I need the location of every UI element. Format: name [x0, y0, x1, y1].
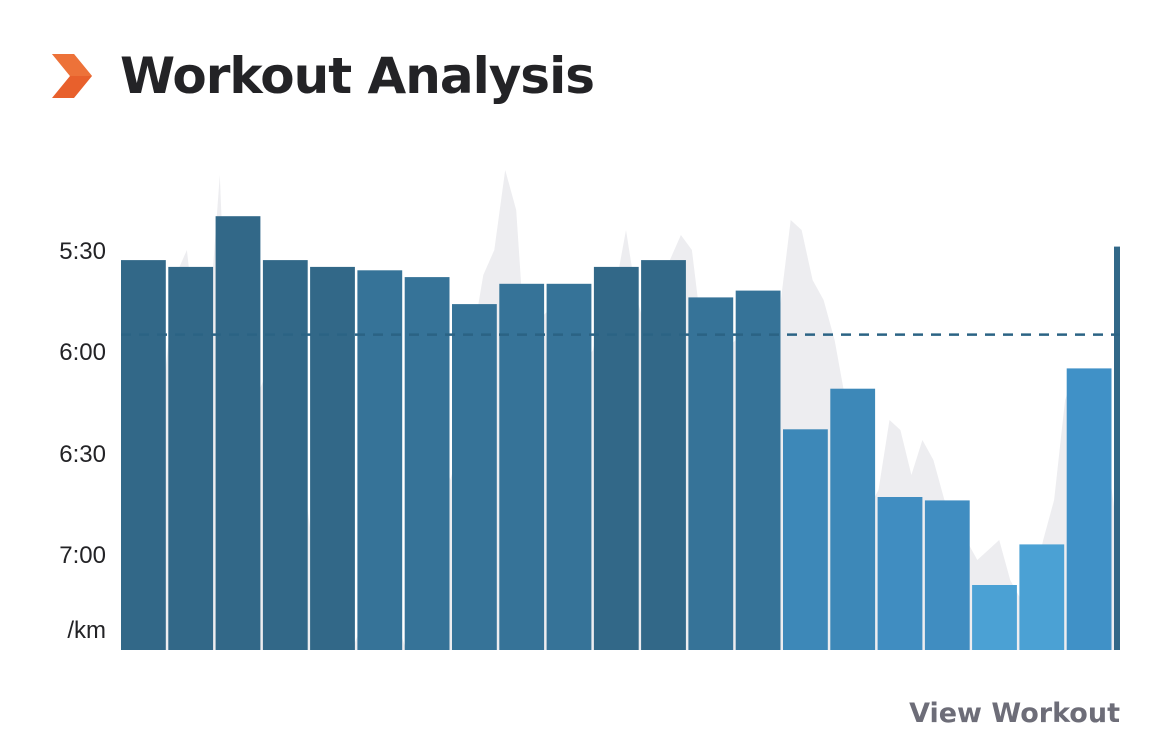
- pace-bar: [972, 585, 1017, 650]
- pace-bar: [735, 290, 781, 650]
- y-tick-label: /km: [67, 617, 106, 644]
- header: Workout Analysis: [52, 40, 595, 112]
- pace-bar: [121, 260, 166, 650]
- y-tick-label: 7:00: [59, 542, 106, 569]
- pace-bars: [121, 216, 1120, 650]
- pace-bar: [499, 283, 545, 650]
- pace-bar: [830, 388, 876, 650]
- pace-bar: [404, 277, 450, 650]
- chevron-right-icon: [52, 54, 92, 98]
- pace-bar: [168, 266, 214, 650]
- y-tick-label: 6:30: [59, 441, 106, 468]
- pace-bar: [877, 497, 923, 650]
- pace-bar: [546, 283, 592, 650]
- pace-bar: [783, 429, 828, 650]
- pace-bar: [357, 270, 403, 650]
- pace-bar: [1066, 368, 1112, 650]
- pace-bar: [1114, 246, 1120, 650]
- y-tick-label: 6:00: [59, 339, 106, 366]
- pace-bar: [215, 216, 261, 650]
- pace-bar: [688, 297, 734, 650]
- pace-bar: [262, 260, 308, 650]
- pace-bar: [310, 266, 355, 650]
- y-axis: 5:30 6:00 6:30 7:00/km: [59, 238, 106, 644]
- y-tick-label: 5:30: [59, 238, 106, 265]
- pace-bar: [452, 304, 497, 650]
- pace-bar: [641, 260, 686, 650]
- pace-bar: [1019, 544, 1065, 650]
- pace-bar: [924, 500, 970, 650]
- view-workout-link[interactable]: View Workout: [909, 698, 1120, 729]
- page-title: Workout Analysis: [120, 47, 595, 105]
- pace-bar: [593, 266, 639, 650]
